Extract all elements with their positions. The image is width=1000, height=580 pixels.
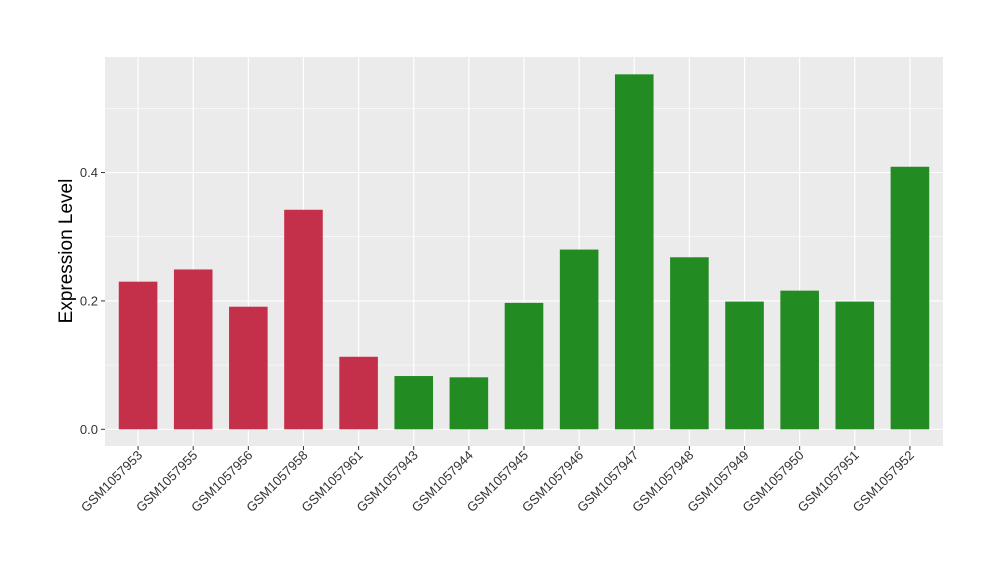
y-axis: 0.0 0.2 0.4 <box>80 165 105 437</box>
bar-GSM1057949 <box>725 301 764 430</box>
bar-GSM1057944 <box>449 377 489 430</box>
bar-GSM1057958 <box>284 209 323 430</box>
y-tick-label: 0.2 <box>80 293 98 308</box>
bar-GSM1057945 <box>504 302 544 430</box>
bar-GSM1057952 <box>890 166 930 430</box>
bar-GSM1057955 <box>173 269 213 430</box>
y-tick-label: 0.0 <box>80 422 98 437</box>
bars-group <box>118 74 930 430</box>
bar-GSM1057947 <box>614 74 654 430</box>
y-axis-title: Expression Level <box>56 179 77 324</box>
bar-GSM1057946 <box>559 249 599 430</box>
bar-GSM1057953 <box>118 281 158 430</box>
y-tick-label: 0.4 <box>80 165 98 180</box>
bar-GSM1057956 <box>229 306 268 430</box>
bar-GSM1057943 <box>394 376 434 430</box>
x-axis: GSM1057953GSM1057955GSM1057956GSM1057958… <box>78 446 917 515</box>
bar-GSM1057951 <box>835 301 875 430</box>
bar-GSM1057950 <box>780 290 819 430</box>
bar-GSM1057961 <box>339 356 378 430</box>
bar-GSM1057948 <box>670 257 709 430</box>
